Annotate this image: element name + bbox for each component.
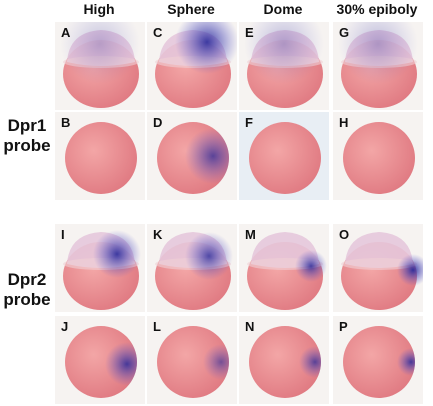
panel-letter: K bbox=[153, 227, 163, 242]
column-header: Sphere bbox=[167, 1, 215, 17]
panel: G bbox=[333, 22, 423, 110]
panel-letter: M bbox=[245, 227, 256, 242]
panel: F bbox=[239, 112, 329, 200]
embryo-image bbox=[157, 326, 229, 398]
panel-letter: D bbox=[153, 115, 163, 130]
panel-letter: J bbox=[61, 319, 69, 334]
panel: M bbox=[239, 224, 329, 312]
panel-letter: G bbox=[339, 25, 350, 40]
panel-letter: E bbox=[245, 25, 254, 40]
panel-letter: O bbox=[339, 227, 350, 242]
panel-letter: L bbox=[153, 319, 161, 334]
panel: L bbox=[147, 316, 237, 404]
panel: D bbox=[147, 112, 237, 200]
panel-letter: C bbox=[153, 25, 163, 40]
embryo-image bbox=[249, 122, 321, 194]
panel-letter: H bbox=[339, 115, 349, 130]
panel: A bbox=[55, 22, 145, 110]
panel: O bbox=[333, 224, 423, 312]
embryo-image bbox=[249, 326, 321, 398]
panel: K bbox=[147, 224, 237, 312]
row-label: Dpr2 probe bbox=[0, 270, 54, 310]
column-header: High bbox=[83, 1, 115, 17]
embryo-image bbox=[244, 22, 324, 108]
panel: C bbox=[147, 22, 237, 110]
column-header: Dome bbox=[263, 1, 303, 17]
panel-letter: A bbox=[61, 25, 71, 40]
panel: B bbox=[55, 112, 145, 200]
panel: I bbox=[55, 224, 145, 312]
embryo-image bbox=[155, 232, 233, 310]
panel: N bbox=[239, 316, 329, 404]
column-header: 30% epiboly bbox=[336, 1, 418, 17]
panel-letter: B bbox=[61, 115, 71, 130]
embryo-image bbox=[65, 122, 137, 194]
row-label-line: Dpr2 bbox=[7, 270, 47, 289]
embryo-image bbox=[343, 122, 415, 194]
panel: P bbox=[333, 316, 423, 404]
panel-letter: F bbox=[245, 115, 253, 130]
panel-letter: N bbox=[245, 319, 255, 334]
embryo-image bbox=[65, 326, 137, 398]
row-label-line: probe bbox=[3, 290, 51, 309]
row-label-line: probe bbox=[3, 136, 51, 155]
panel-letter: P bbox=[339, 319, 348, 334]
row-label: Dpr1 probe bbox=[0, 116, 54, 156]
panel-letter: I bbox=[61, 227, 65, 242]
embryo-image bbox=[341, 232, 423, 310]
embryo-image bbox=[157, 122, 229, 194]
panel: J bbox=[55, 316, 145, 404]
embryo-image bbox=[343, 326, 415, 398]
embryo-image bbox=[155, 22, 237, 108]
panel: E bbox=[239, 22, 329, 110]
embryo-image bbox=[338, 22, 418, 108]
embryo-image bbox=[60, 22, 140, 108]
row-label-line: Dpr1 bbox=[7, 116, 47, 135]
embryo-image bbox=[247, 232, 327, 310]
panel: H bbox=[333, 112, 423, 200]
embryo-image bbox=[63, 230, 141, 310]
